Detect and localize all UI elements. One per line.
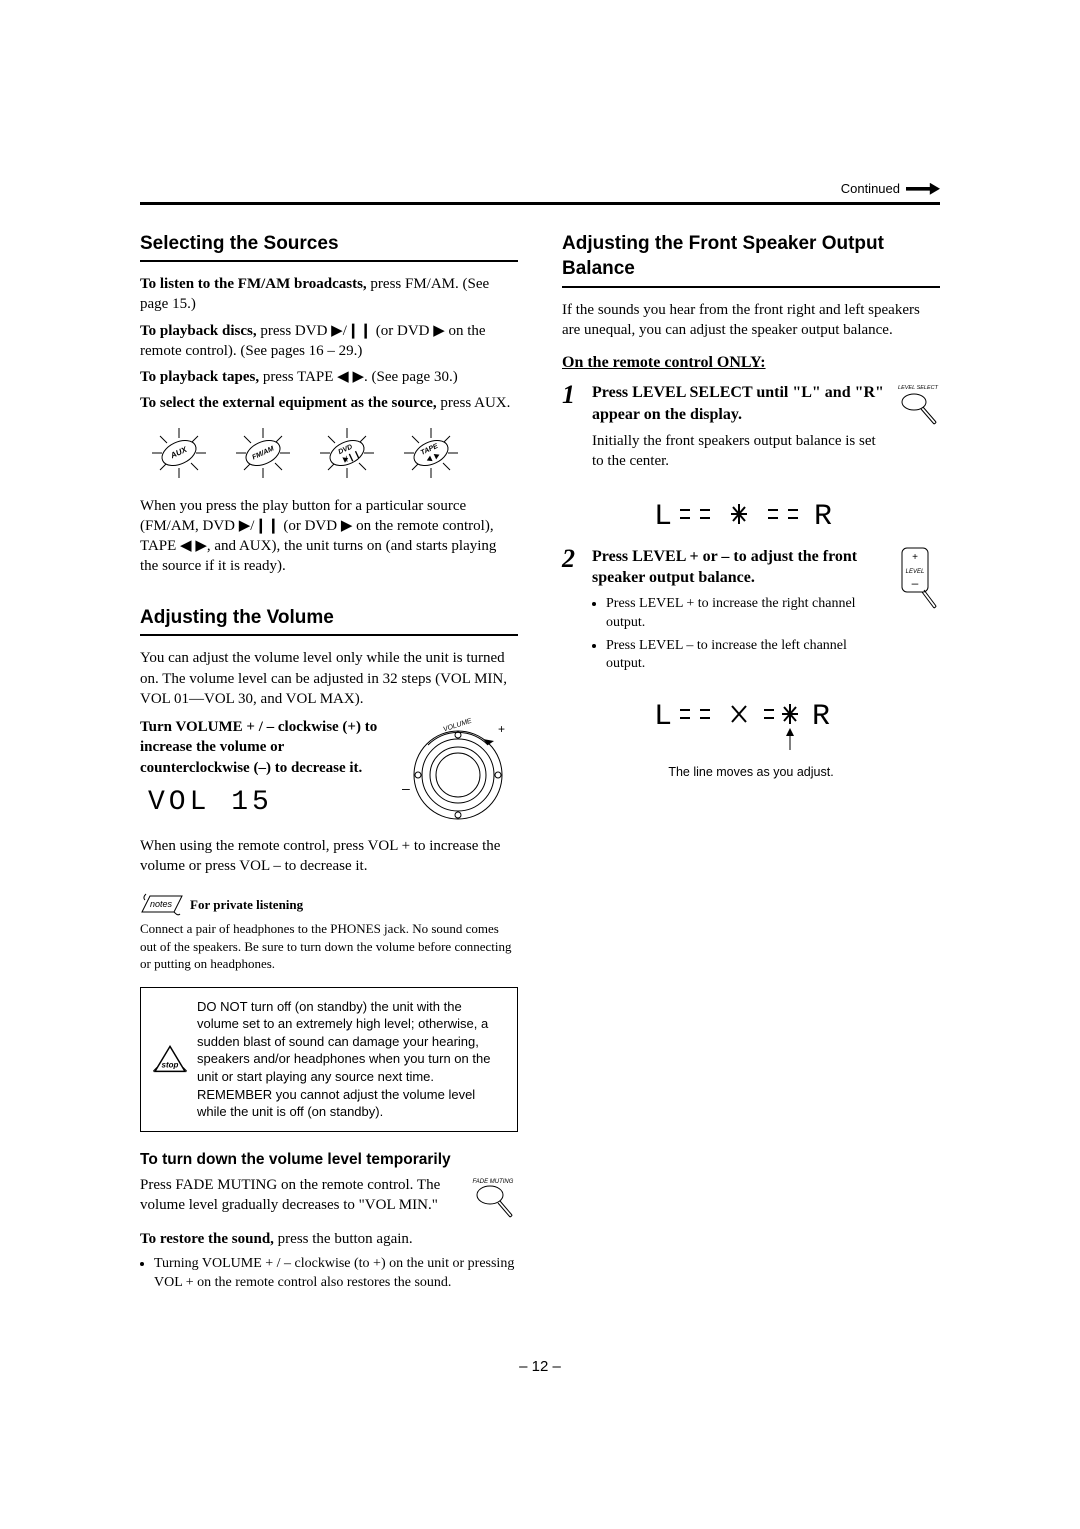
- btn2-minus: –: [912, 576, 919, 590]
- section-rule-2: [140, 634, 518, 636]
- balance-intro: If the sounds you hear from the front ri…: [562, 300, 940, 341]
- volume-remote: When using the remote control, press VOL…: [140, 836, 518, 877]
- sources-p3: To playback tapes, press TAPE ◀ ▶. (See …: [140, 367, 518, 387]
- source-icons-row: AUX FM/AM: [140, 424, 518, 482]
- step-2-b2: Press LEVEL – to increase the left chann…: [606, 637, 888, 675]
- caution-box: stop DO NOT turn off (on standby) the un…: [140, 987, 518, 1132]
- left-column: Selecting the Sources To listen to the F…: [140, 231, 518, 1298]
- step-1-title: Press LEVEL SELECT until "L" and "R" app…: [592, 382, 888, 425]
- step-2-number: 2: [562, 546, 584, 679]
- remote-only-label: On the remote control ONLY:: [562, 352, 940, 374]
- balance-display-centered: L R: [636, 488, 866, 538]
- sources-p3-rest: press TAPE ◀ ▶. (See page 30.): [259, 369, 458, 385]
- balance-caption: The line moves as you adjust.: [562, 764, 940, 781]
- disp2-R: R: [812, 700, 830, 734]
- sources-p4: To select the external equipment as the …: [140, 393, 518, 413]
- caution-stop-icon: stop: [153, 998, 187, 1121]
- continued-arrow-icon: [906, 183, 940, 195]
- step-2: 2 Press LEVEL + or – to adjust the front…: [562, 546, 940, 679]
- volume-turn-instr: Turn VOLUME + / – clockwise (+) to incre…: [140, 717, 380, 778]
- top-rule: [140, 202, 940, 205]
- step-2-bullets: Press LEVEL + to increase the right chan…: [592, 595, 888, 675]
- svg-text:+: +: [498, 722, 505, 736]
- sources-p2: To playback discs, press DVD ▶/❙❙ (or DV…: [140, 321, 518, 362]
- level-select-label: LEVEL SELECT: [898, 385, 939, 391]
- disp-L: L: [654, 500, 672, 534]
- continued-indicator: Continued: [140, 180, 940, 198]
- sources-p3-lead: To playback tapes,: [140, 369, 259, 385]
- balance-display-adjusted: L R: [636, 688, 866, 758]
- balance-heading: Adjusting the Front Speaker Output Balan…: [562, 231, 940, 282]
- sources-p4-rest: press AUX.: [437, 395, 511, 411]
- volume-instruction-row: Turn VOLUME + / – clockwise (+) to incre…: [140, 717, 518, 828]
- sources-after: When you press the play button for a par…: [140, 496, 518, 577]
- step-1-number: 1: [562, 382, 584, 478]
- volume-knob-icon: VOLUME + –: [398, 717, 518, 827]
- restore-rest: press the button again.: [274, 1231, 413, 1247]
- tape-source-icon: TAPE: [392, 424, 470, 482]
- notes-body: Connect a pair of headphones to the PHON…: [140, 920, 518, 973]
- caution-text: DO NOT turn off (on standby) the unit wi…: [197, 998, 505, 1121]
- restore-bullet-1: Turning VOLUME + / – clockwise (to +) on…: [154, 1255, 518, 1293]
- page-number: – 12 –: [140, 1357, 940, 1377]
- restore-bullets: Turning VOLUME + / – clockwise (to +) on…: [140, 1255, 518, 1293]
- sources-p4-lead: To select the external equipment as the …: [140, 395, 437, 411]
- section-rule: [140, 260, 518, 262]
- step-1-body: Initially the front speakers output bala…: [592, 431, 888, 472]
- fade-label: FADE MUTING: [473, 1179, 514, 1185]
- selecting-sources-heading: Selecting the Sources: [140, 231, 518, 257]
- disp-R: R: [814, 500, 832, 534]
- notes-icon: notes: [140, 892, 184, 918]
- temp-volume-body: Press FADE MUTING on the remote control.…: [140, 1175, 458, 1216]
- temp-volume-heading: To turn down the volume level temporaril…: [140, 1150, 518, 1171]
- aux-source-icon: AUX: [140, 424, 218, 482]
- btn2-level: LEVEL: [906, 569, 925, 575]
- level-select-button-icon: LEVEL SELECT: [896, 382, 940, 432]
- adjusting-volume-heading: Adjusting the Volume: [140, 605, 518, 631]
- fade-muting-button-icon: FADE MUTING: [468, 1175, 518, 1221]
- volume-intro: You can adjust the volume level only whi…: [140, 648, 518, 709]
- svg-text:stop: stop: [162, 1060, 179, 1069]
- dvd-source-icon: DVD /❙❙: [308, 424, 386, 482]
- svg-text:notes: notes: [150, 899, 173, 909]
- disp2-L: L: [654, 700, 672, 734]
- step-1: 1 Press LEVEL SELECT until "L" and "R" a…: [562, 382, 940, 478]
- notes-title: For private listening: [190, 896, 303, 914]
- btn2-plus: +: [912, 552, 918, 563]
- restore-sound: To restore the sound, press the button a…: [140, 1229, 518, 1249]
- step-2-title: Press LEVEL + or – to adjust the front s…: [592, 546, 888, 589]
- step-2-b1: Press LEVEL + to increase the right chan…: [606, 595, 888, 633]
- sources-p1: To listen to the FM/AM broadcasts, press…: [140, 274, 518, 315]
- sources-p1-lead: To listen to the FM/AM broadcasts,: [140, 276, 367, 292]
- private-listening-block: notes For private listening Connect a pa…: [140, 892, 518, 973]
- section-rule-3: [562, 286, 940, 288]
- continued-label: Continued: [841, 180, 900, 198]
- restore-lead: To restore the sound,: [140, 1231, 274, 1247]
- sources-p2-lead: To playback discs,: [140, 323, 257, 339]
- right-column: Adjusting the Front Speaker Output Balan…: [562, 231, 940, 1298]
- fmam-source-icon: FM/AM: [224, 424, 302, 482]
- volume-display: VOL 15: [148, 784, 380, 822]
- level-plus-minus-button-icon: + LEVEL –: [896, 546, 940, 616]
- svg-text:–: –: [402, 780, 410, 796]
